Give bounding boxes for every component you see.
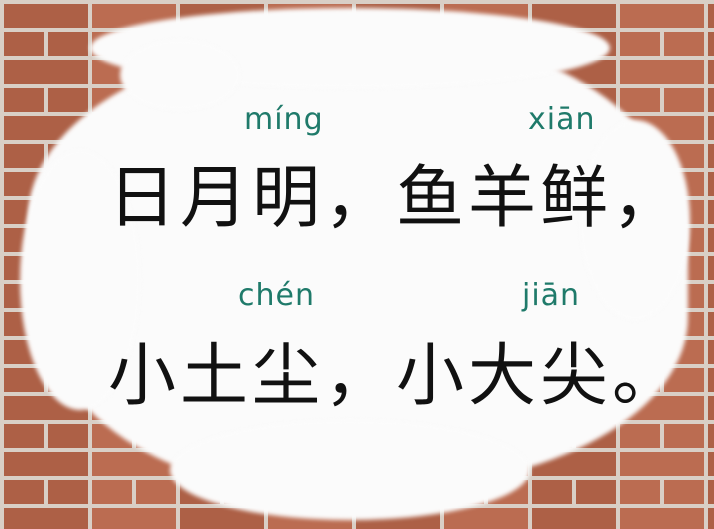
pinyin-xian: xiān bbox=[528, 102, 596, 137]
pinyin-ming: míng bbox=[244, 102, 324, 137]
white-panel-edge bbox=[20, 150, 140, 410]
text-line-1: 日月明，鱼羊鲜， bbox=[108, 159, 685, 238]
pinyin-jian: jiān bbox=[522, 278, 581, 313]
text-line-2: 小土尘，小大尖。 bbox=[108, 337, 685, 416]
white-panel-edge bbox=[120, 40, 240, 110]
white-panel-edge bbox=[170, 420, 530, 520]
white-panel-edge bbox=[580, 120, 690, 320]
pinyin-chen: chén bbox=[238, 278, 315, 313]
